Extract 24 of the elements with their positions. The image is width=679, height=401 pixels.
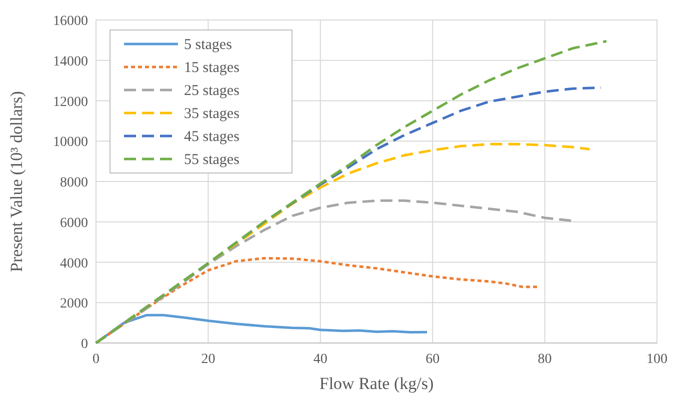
y-tick-label: 16000 — [53, 14, 88, 29]
y-tick-label: 2000 — [60, 296, 88, 312]
x-tick-label: 40 — [313, 352, 328, 367]
y-tick-label: 0 — [81, 337, 88, 352]
legend-label: 15 stages — [184, 60, 240, 76]
y-axis-title: Present Value (10³ dollars) — [7, 91, 26, 272]
x-tick-label: 0 — [92, 352, 100, 367]
y-tick-label: 14000 — [53, 54, 88, 70]
legend-label: 45 stages — [184, 129, 240, 145]
y-tick-label: 4000 — [60, 256, 88, 272]
legend-label: 35 stages — [184, 106, 240, 122]
legend-label: 5 stages — [184, 37, 232, 53]
x-tick-label: 20 — [201, 352, 216, 367]
y-tick-label: 8000 — [60, 176, 88, 190]
x-tick-label: 60 — [426, 352, 440, 367]
legend-label: 25 stages — [184, 83, 240, 99]
x-axis-title: Flow Rate (kg/s) — [319, 374, 434, 393]
y-tick-label: 6000 — [60, 216, 88, 231]
legend-label: 55 stages — [184, 152, 240, 168]
y-tick-label: 12000 — [53, 94, 88, 110]
y-tick-label: 10000 — [53, 135, 88, 150]
line-series — [94, 40, 608, 344]
x-tick-label: 100 — [646, 352, 668, 367]
x-tick-label: 80 — [538, 352, 552, 367]
